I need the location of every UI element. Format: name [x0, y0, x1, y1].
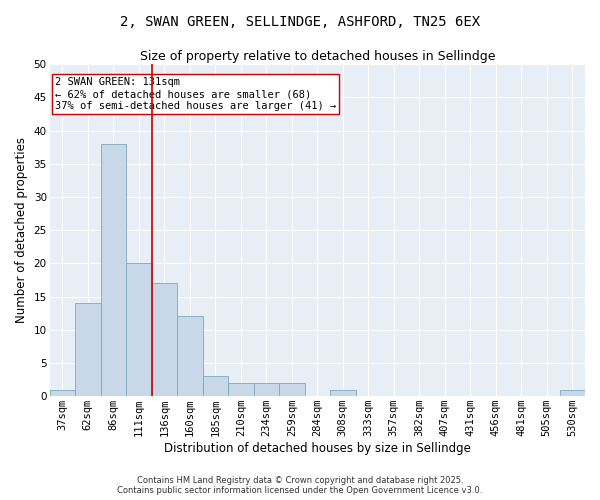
Bar — [50, 390, 75, 396]
Bar — [101, 144, 126, 396]
X-axis label: Distribution of detached houses by size in Sellindge: Distribution of detached houses by size … — [164, 442, 471, 455]
Bar — [203, 376, 228, 396]
Text: 2 SWAN GREEN: 131sqm
← 62% of detached houses are smaller (68)
37% of semi-detac: 2 SWAN GREEN: 131sqm ← 62% of detached h… — [55, 78, 336, 110]
Bar — [75, 303, 101, 396]
Bar — [228, 383, 254, 396]
Bar — [254, 383, 279, 396]
Bar — [279, 383, 305, 396]
Bar — [560, 390, 585, 396]
Title: Size of property relative to detached houses in Sellindge: Size of property relative to detached ho… — [140, 50, 495, 63]
Bar — [330, 390, 356, 396]
Y-axis label: Number of detached properties: Number of detached properties — [15, 137, 28, 323]
Text: 2, SWAN GREEN, SELLINDGE, ASHFORD, TN25 6EX: 2, SWAN GREEN, SELLINDGE, ASHFORD, TN25 … — [120, 15, 480, 29]
Bar — [152, 284, 177, 396]
Bar — [126, 264, 152, 396]
Bar — [177, 316, 203, 396]
Text: Contains HM Land Registry data © Crown copyright and database right 2025.
Contai: Contains HM Land Registry data © Crown c… — [118, 476, 482, 495]
